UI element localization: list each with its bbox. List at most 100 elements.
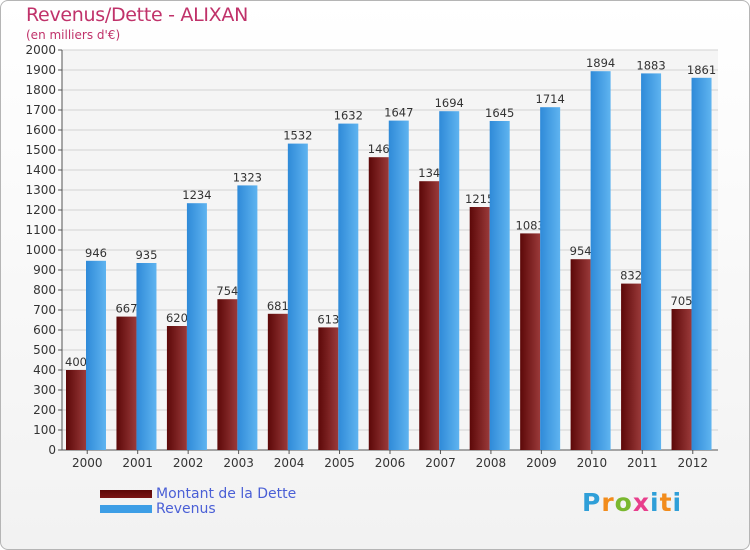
x-tick-label: 2000 xyxy=(72,456,103,470)
data-label-debt: 134 xyxy=(418,166,440,180)
logo-letter: t xyxy=(659,488,673,517)
x-tick-label: 2010 xyxy=(577,456,608,470)
data-label-revenue: 1714 xyxy=(536,92,565,106)
bar-debt xyxy=(469,207,490,450)
y-tick-label: 800 xyxy=(33,283,56,297)
data-label-debt: 1083 xyxy=(516,218,545,232)
x-tick-label: 2005 xyxy=(324,456,355,470)
x-tick-label: 2006 xyxy=(375,456,406,470)
data-label-debt: 681 xyxy=(267,299,289,313)
logo-letter: i xyxy=(650,488,660,517)
bar-revenue xyxy=(237,185,258,450)
bar-revenue xyxy=(338,123,359,450)
y-tick-label: 1800 xyxy=(25,83,56,97)
bar-debt xyxy=(116,316,137,450)
bar-debt xyxy=(520,233,541,450)
bar-revenue xyxy=(540,107,561,450)
bar-debt xyxy=(318,327,339,450)
logo-letter: x xyxy=(632,488,650,517)
y-tick-label: 1600 xyxy=(25,123,56,137)
logo-letter: r xyxy=(601,488,615,517)
proxiti-logo: Proxiti xyxy=(582,488,682,517)
bar-debt xyxy=(217,299,238,450)
data-label-debt: 667 xyxy=(115,302,137,316)
bar-debt xyxy=(267,313,288,450)
bar-debt xyxy=(368,157,389,450)
x-tick-label: 2012 xyxy=(677,456,708,470)
bar-debt xyxy=(621,283,642,450)
y-tick-label: 0 xyxy=(48,443,56,457)
y-tick-label: 2000 xyxy=(25,43,56,57)
logo-letter: i xyxy=(672,488,683,517)
bar-revenue xyxy=(590,71,611,450)
bar-debt xyxy=(671,309,692,450)
logo-letter: P xyxy=(582,488,602,517)
data-label-revenue: 1645 xyxy=(485,106,514,120)
x-tick-label: 2003 xyxy=(223,456,254,470)
y-tick-label: 1000 xyxy=(25,243,56,257)
data-label-debt: 620 xyxy=(166,311,188,325)
x-tick-label: 2011 xyxy=(627,456,658,470)
bar-revenue xyxy=(641,73,662,451)
x-tick-label: 2009 xyxy=(526,456,557,470)
y-tick-label: 1100 xyxy=(25,223,56,237)
logo-letter: o xyxy=(614,488,633,517)
bar-revenue xyxy=(691,77,712,451)
x-tick-label: 2001 xyxy=(122,456,153,470)
data-label-revenue: 946 xyxy=(85,246,107,260)
bar-debt xyxy=(570,259,591,450)
data-label-debt: 613 xyxy=(317,312,339,326)
bar-revenue xyxy=(439,111,460,450)
data-label-debt: 954 xyxy=(570,244,592,258)
y-tick-label: 1300 xyxy=(25,183,56,197)
data-label-revenue: 1861 xyxy=(687,63,716,77)
bar-revenue xyxy=(136,263,157,450)
bar-revenue xyxy=(388,120,409,450)
x-tick-label: 2008 xyxy=(476,456,507,470)
y-tick-label: 1900 xyxy=(25,63,56,77)
data-label-debt: 705 xyxy=(671,294,693,308)
y-tick-label: 1400 xyxy=(25,163,56,177)
y-tick-label: 500 xyxy=(33,343,56,357)
bar-revenue xyxy=(186,203,207,450)
y-tick-label: 1500 xyxy=(25,143,56,157)
data-label-debt: 1215 xyxy=(465,192,494,206)
y-tick-label: 600 xyxy=(33,323,56,337)
chart-title: Revenus/Dette - ALIXAN xyxy=(26,4,249,26)
legend-swatch-debt xyxy=(100,490,152,498)
x-tick-label: 2002 xyxy=(173,456,204,470)
legend-label-revenue: Revenus xyxy=(156,501,216,517)
data-label-revenue: 1694 xyxy=(435,96,464,110)
legend-swatch-revenue xyxy=(100,505,152,513)
data-label-debt: 754 xyxy=(216,284,238,298)
bar-revenue xyxy=(86,260,106,450)
y-tick-label: 1700 xyxy=(25,103,56,117)
bar-debt xyxy=(419,181,440,450)
data-label-revenue: 1632 xyxy=(334,109,363,123)
legend-label-debt: Montant de la Dette xyxy=(156,486,297,502)
bar-revenue xyxy=(287,143,308,450)
y-tick-label: 400 xyxy=(33,363,56,377)
data-label-revenue: 1647 xyxy=(384,106,413,120)
bar-debt xyxy=(66,370,86,450)
bar-revenue xyxy=(489,121,510,450)
data-label-revenue: 1234 xyxy=(182,188,211,202)
y-tick-label: 1200 xyxy=(25,203,56,217)
data-label-revenue: 1532 xyxy=(283,129,312,143)
data-label-revenue: 1883 xyxy=(636,58,665,72)
data-label-debt: 146 xyxy=(368,142,390,156)
data-label-revenue: 1323 xyxy=(233,170,262,184)
x-tick-label: 2004 xyxy=(274,456,305,470)
y-tick-label: 300 xyxy=(33,383,56,397)
data-label-revenue: 1894 xyxy=(586,56,615,70)
data-label-revenue: 935 xyxy=(135,248,157,262)
data-label-debt: 400 xyxy=(65,355,87,369)
y-tick-label: 200 xyxy=(33,403,56,417)
chart-subtitle: (en milliers d'€) xyxy=(26,28,121,42)
data-label-debt: 832 xyxy=(620,269,642,283)
y-tick-label: 700 xyxy=(33,303,56,317)
bar-debt xyxy=(166,326,187,450)
y-tick-label: 900 xyxy=(33,263,56,277)
x-tick-label: 2007 xyxy=(425,456,456,470)
